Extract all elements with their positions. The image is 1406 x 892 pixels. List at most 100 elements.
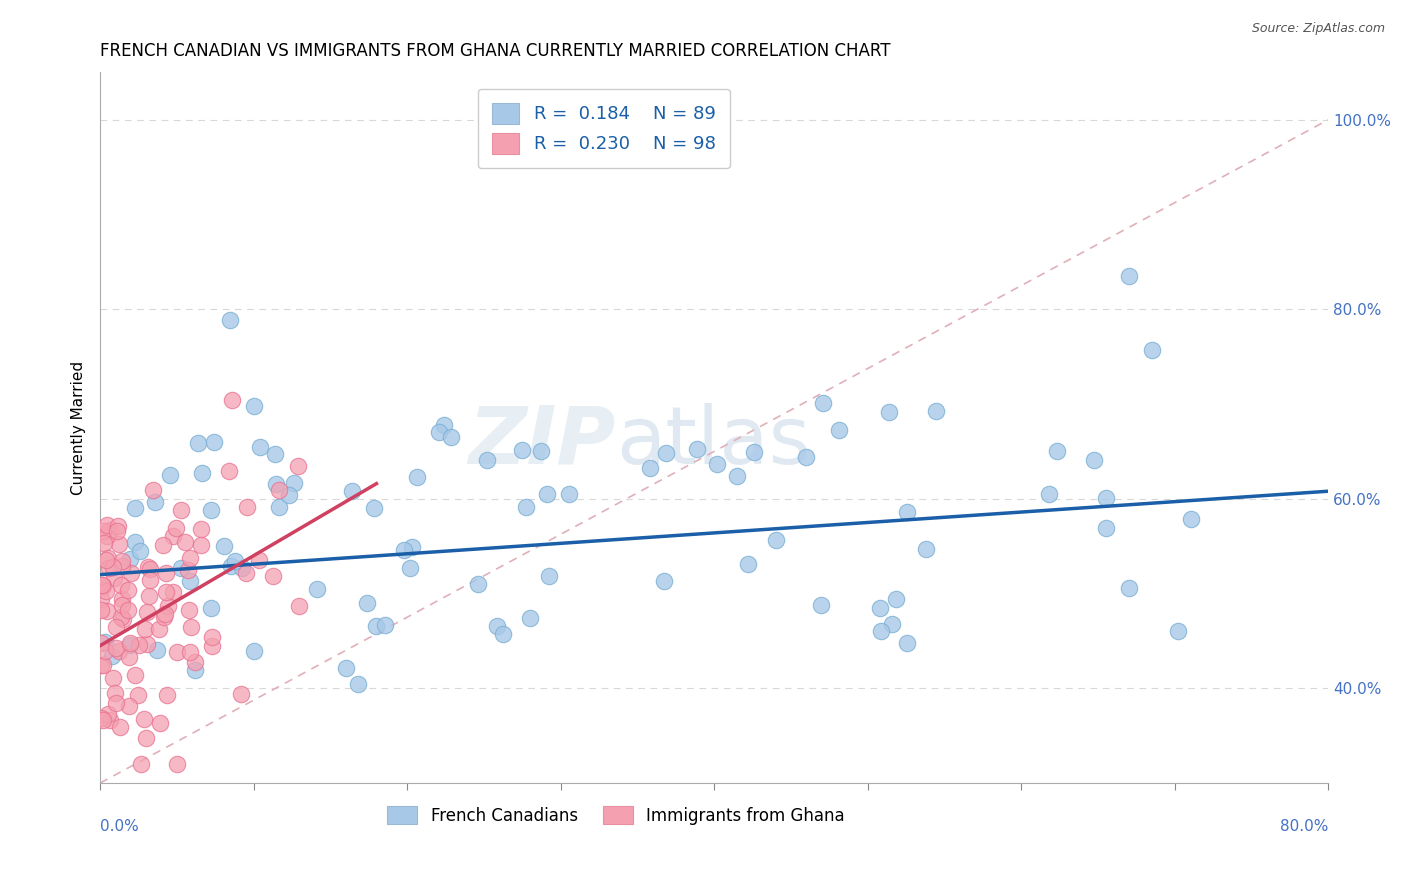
Point xyxy=(406,470,429,484)
Point xyxy=(219,312,242,326)
Point xyxy=(519,610,541,624)
Point xyxy=(356,596,378,610)
Point xyxy=(249,440,271,454)
Point xyxy=(143,494,166,508)
Point xyxy=(1118,269,1140,284)
Point xyxy=(111,599,134,613)
Point xyxy=(170,503,193,517)
Point xyxy=(148,622,170,636)
Point xyxy=(200,630,222,644)
Point xyxy=(492,626,515,640)
Point xyxy=(94,635,117,649)
Point xyxy=(139,562,162,576)
Point xyxy=(1118,581,1140,595)
Point xyxy=(536,487,558,501)
Point xyxy=(363,500,385,515)
Point xyxy=(107,524,129,538)
Point xyxy=(429,425,451,440)
Point xyxy=(1095,521,1118,535)
Point xyxy=(686,442,709,457)
Point xyxy=(90,591,112,606)
Text: 80.0%: 80.0% xyxy=(1279,819,1329,834)
Point xyxy=(153,610,176,624)
Point xyxy=(142,483,165,497)
Point xyxy=(118,650,141,665)
Point xyxy=(91,658,114,673)
Point xyxy=(202,434,225,449)
Y-axis label: Currently Married: Currently Married xyxy=(72,360,86,495)
Point xyxy=(111,554,134,568)
Point xyxy=(108,643,131,657)
Point xyxy=(138,589,160,603)
Point xyxy=(1167,624,1189,638)
Point xyxy=(485,619,508,633)
Text: ZIP: ZIP xyxy=(468,403,616,481)
Point xyxy=(135,605,157,619)
Point xyxy=(224,554,246,568)
Point xyxy=(278,488,301,502)
Point xyxy=(742,444,765,458)
Point xyxy=(124,501,146,516)
Point xyxy=(652,574,675,588)
Point xyxy=(1094,491,1116,505)
Point xyxy=(242,399,264,413)
Point xyxy=(877,404,900,418)
Point xyxy=(1083,452,1105,467)
Point xyxy=(267,500,290,514)
Point xyxy=(264,476,287,491)
Point xyxy=(340,484,363,499)
Point xyxy=(94,644,117,658)
Point xyxy=(283,475,305,490)
Point xyxy=(655,446,678,460)
Point xyxy=(1142,343,1164,357)
Point xyxy=(117,603,139,617)
Point xyxy=(231,561,253,575)
Point xyxy=(179,645,201,659)
Point xyxy=(638,460,661,475)
Legend: French Canadians, Immigrants from Ghana: French Canadians, Immigrants from Ghana xyxy=(381,799,851,831)
Point xyxy=(101,649,124,664)
Point xyxy=(155,607,177,621)
Point xyxy=(200,639,222,653)
Point xyxy=(149,715,172,730)
Point xyxy=(128,638,150,652)
Point xyxy=(155,585,177,599)
Text: FRENCH CANADIAN VS IMMIGRANTS FROM GHANA CURRENTLY MARRIED CORRELATION CHART: FRENCH CANADIAN VS IMMIGRANTS FROM GHANA… xyxy=(100,42,890,60)
Point xyxy=(103,571,125,585)
Point xyxy=(440,429,463,443)
Point xyxy=(104,686,127,700)
Point xyxy=(186,436,208,450)
Point xyxy=(97,551,120,566)
Point xyxy=(219,559,242,574)
Point xyxy=(96,529,118,543)
Point xyxy=(510,442,533,457)
Point xyxy=(127,688,149,702)
Point xyxy=(392,543,415,558)
Point xyxy=(794,450,817,464)
Point xyxy=(177,603,200,617)
Point xyxy=(166,757,188,772)
Point xyxy=(97,561,120,575)
Point xyxy=(118,636,141,650)
Point xyxy=(307,582,329,596)
Point xyxy=(90,603,112,617)
Point xyxy=(925,403,948,417)
Point xyxy=(914,542,936,557)
Point xyxy=(139,573,162,587)
Point xyxy=(110,610,132,624)
Point xyxy=(118,699,141,714)
Point xyxy=(287,458,309,473)
Point xyxy=(94,552,117,566)
Point xyxy=(91,579,114,593)
Point xyxy=(173,535,195,549)
Point xyxy=(129,757,152,772)
Point xyxy=(399,561,422,575)
Point xyxy=(810,598,832,612)
Point xyxy=(107,537,129,551)
Point xyxy=(267,483,290,498)
Point xyxy=(96,604,118,618)
Point xyxy=(146,643,169,657)
Point xyxy=(242,644,264,658)
Point xyxy=(103,671,125,685)
Point xyxy=(212,539,235,553)
